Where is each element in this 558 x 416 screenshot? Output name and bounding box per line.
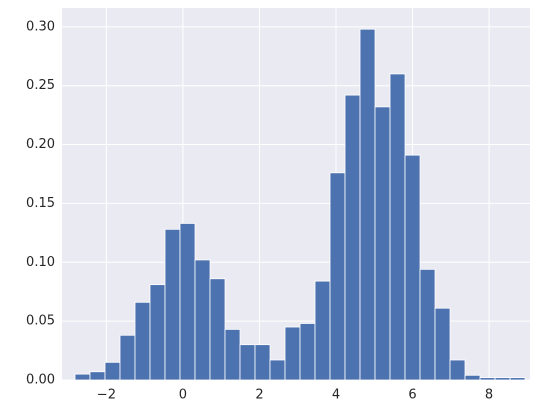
y-tick-label: 0.10 [26,255,55,270]
x-tick-label: −2 [97,388,116,403]
x-tick-label: 4 [332,388,340,403]
bar [239,344,256,381]
bar [464,374,481,381]
x-tick-label: 8 [485,388,493,403]
y-tick-label: 0.30 [26,19,55,34]
bar [284,326,301,381]
bar [404,154,421,381]
bar [254,344,271,381]
bar [164,228,181,381]
bar [479,377,496,381]
y-tick-label: 0.05 [26,314,55,329]
x-tick-label: 0 [179,388,187,403]
bar [134,301,151,381]
bar [269,359,286,381]
y-tick-label: 0.20 [26,137,55,152]
y-tick-label: 0.00 [26,373,55,388]
plot-area [62,8,530,380]
bar [494,377,511,381]
bar [89,371,106,381]
bar [224,328,241,381]
bar [359,28,376,381]
bar [179,223,196,381]
bar [194,259,211,381]
bar [104,361,121,381]
bar [74,373,91,381]
bar [314,280,331,381]
bar [434,307,451,381]
bar [419,268,436,381]
bar [374,106,391,381]
bar [209,278,226,381]
bar [449,359,466,381]
bar [149,284,166,381]
bar [344,94,361,381]
bar [299,323,316,381]
y-tick-label: 0.25 [26,78,55,93]
bar [329,172,346,381]
bar [389,73,406,381]
y-tick-label: 0.15 [26,196,55,211]
bar [509,377,526,381]
x-tick-label: 6 [408,388,416,403]
x-tick-label: 2 [255,388,263,403]
bar [119,334,136,381]
